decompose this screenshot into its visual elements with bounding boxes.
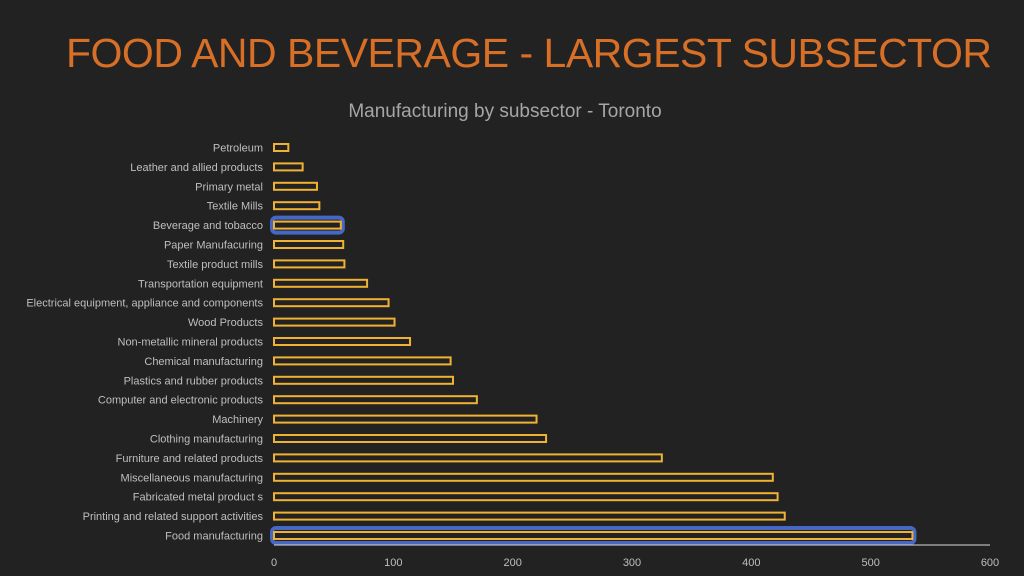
x-tick-label-200: 200 [503,557,521,569]
bar-textile-mills [273,201,321,211]
category-label-furniture-and-related-products: Furniture and related products [116,453,264,465]
bar-paper-manufacuring [273,240,345,249]
category-label-food-manufacturing: Food manufacturing [165,531,263,543]
category-label-computer-and-electronic-products: Computer and electronic products [98,395,264,407]
bar-fabricated-metal-product-s [273,492,779,502]
bars-group [270,143,917,545]
category-label-printing-and-related-support-activities: Printing and related support activities [83,511,264,523]
category-label-transportation-equipment: Transportation equipment [138,278,263,290]
bar-food-manufacturing [273,531,914,540]
category-label-plastics-and-rubber-products: Plastics and rubber products [124,375,264,387]
x-tick-label-0: 0 [271,557,277,569]
chart-title: Manufacturing by subsector - Toronto [348,101,661,122]
category-label-non-metallic-mineral-products: Non-metallic mineral products [118,337,264,349]
bar-machinery [273,414,538,424]
category-label-paper-manufacuring: Paper Manufacuring [164,240,263,252]
bar-printing-and-related-support-activities [273,511,786,521]
bar-highlight-beverage-and-tobacco [270,215,345,235]
bar-beverage-and-tobacco [273,220,342,230]
bar-clothing-manufacturing [273,434,548,443]
bar-non-metallic-mineral-products [273,337,412,346]
bar-petroleum [273,143,290,152]
category-label-petroleum: Petroleum [213,143,263,155]
category-label-beverage-and-tobacco: Beverage and tobacco [153,220,263,232]
x-tick-label-500: 500 [861,557,879,569]
page-title: FOOD AND BEVERAGE - LARGEST SUBSECTOR [66,30,992,76]
bar-plastics-and-rubber-products [273,375,454,385]
category-label-miscellaneous-manufacturing: Miscellaneous manufacturing [121,472,263,484]
bar-textile-product-mills [273,259,346,269]
bar-chemical-manufacturing [273,356,452,366]
bar-transportation-equipment [273,278,369,288]
category-label-wood-products: Wood Products [188,317,264,329]
bar-leather-and-allied-products [273,162,304,172]
category-label-machinery: Machinery [212,414,263,426]
category-label-textile-product-mills: Textile product mills [167,259,263,271]
category-labels: Petroleum Leather and allied products Prim… [26,143,263,543]
category-label-electrical-equipment-appliance-and-components: Electrical equipment, appliance and comp… [26,298,263,310]
bar-miscellaneous-manufacturing [273,472,774,482]
bar-electrical-equipment-appliance-and-components [273,298,390,308]
category-label-fabricated-metal-product-s: Fabricated metal product s [133,492,264,504]
category-label-chemical-manufacturing: Chemical manufacturing [144,356,263,368]
x-tick-label-400: 400 [742,557,760,569]
bar-furniture-and-related-products [273,453,663,463]
category-label-textile-mills: Textile Mills [207,201,264,213]
bar-wood-products [273,317,396,327]
bar-computer-and-electronic-products [273,395,478,405]
x-tick-labels: 0 100 200 300 400 500 600 [271,557,999,569]
x-tick-label-600: 600 [981,557,999,569]
x-tick-label-100: 100 [384,557,402,569]
category-label-clothing-manufacturing: Clothing manufacturing [150,434,263,446]
bar-primary-metal [273,181,318,191]
bar-highlight-food-manufacturing [270,526,917,545]
category-label-leather-and-allied-products: Leather and allied products [130,162,263,174]
x-tick-label-300: 300 [623,557,641,569]
category-label-primary-metal: Primary metal [195,181,263,193]
